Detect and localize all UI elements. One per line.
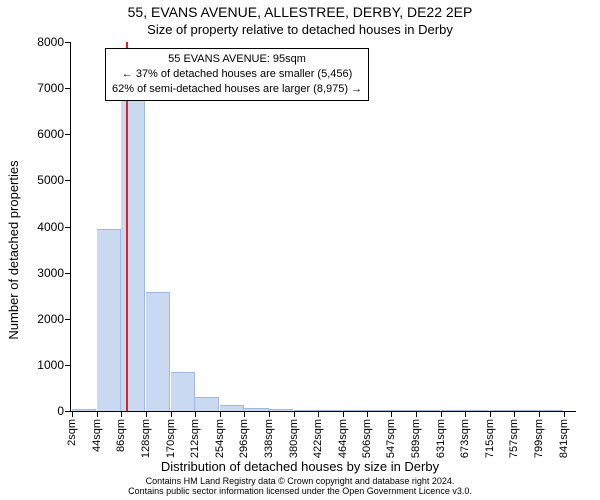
chart-root: 55, EVANS AVENUE, ALLESTREE, DERBY, DE22…	[0, 0, 600, 500]
x-tick	[220, 411, 221, 417]
x-tick	[121, 411, 122, 417]
y-tick	[65, 227, 71, 228]
y-tick	[65, 180, 71, 181]
y-tick-label: 3000	[0, 266, 64, 280]
histogram-bar	[490, 410, 514, 411]
x-tick-label: 422sqm	[312, 419, 324, 479]
y-tick-label: 2000	[0, 312, 64, 326]
histogram-bar	[146, 292, 170, 411]
y-tick	[65, 42, 71, 43]
histogram-bar	[220, 405, 244, 411]
y-tick	[65, 319, 71, 320]
annotation-box: 55 EVANS AVENUE: 95sqm ← 37% of detached …	[105, 48, 369, 101]
histogram-bar	[465, 410, 489, 411]
histogram-bar	[539, 410, 563, 411]
x-tick	[195, 411, 196, 417]
x-tick-label: 715sqm	[484, 419, 496, 479]
x-tick-label: 296sqm	[238, 419, 250, 479]
x-tick-label: 464sqm	[337, 419, 349, 479]
histogram-bar	[97, 229, 121, 411]
y-tick-label: 7000	[0, 81, 64, 95]
x-tick	[72, 411, 73, 417]
x-tick-label: 547sqm	[385, 419, 397, 479]
x-tick-label: 2sqm	[66, 419, 78, 479]
x-tick-label: 254sqm	[214, 419, 226, 479]
y-tick-label: 1000	[0, 358, 64, 372]
x-tick	[269, 411, 270, 417]
y-tick-label: 5000	[0, 173, 64, 187]
histogram-bar	[72, 409, 96, 411]
x-tick-label: 589sqm	[410, 419, 422, 479]
x-tick-label: 86sqm	[115, 419, 127, 479]
footnote-line2: Contains public sector information licen…	[128, 486, 472, 496]
x-tick	[465, 411, 466, 417]
histogram-bar	[441, 410, 465, 411]
x-tick-label: 757sqm	[508, 419, 520, 479]
x-tick	[146, 411, 147, 417]
x-tick-label: 44sqm	[91, 419, 103, 479]
x-tick	[391, 411, 392, 417]
x-tick-label: 380sqm	[288, 419, 300, 479]
x-tick-label: 799sqm	[533, 419, 545, 479]
histogram-bar	[269, 409, 293, 411]
histogram-bar	[391, 410, 415, 411]
footnote: Contains HM Land Registry data © Crown c…	[0, 476, 600, 496]
x-tick-label: 841sqm	[558, 419, 570, 479]
histogram-bar	[195, 397, 219, 411]
x-tick	[318, 411, 319, 417]
x-tick-label: 673sqm	[459, 419, 471, 479]
annotation-line3: 62% of semi-detached houses are larger (…	[112, 83, 362, 95]
histogram-bar	[318, 410, 342, 411]
x-tick-label: 128sqm	[140, 419, 152, 479]
histogram-bar	[244, 408, 268, 411]
histogram-bar	[514, 410, 538, 411]
y-tick-label: 6000	[0, 127, 64, 141]
annotation-line1: 55 EVANS AVENUE: 95sqm	[168, 53, 306, 65]
x-tick-label: 338sqm	[263, 419, 275, 479]
footnote-line1: Contains HM Land Registry data © Crown c…	[146, 476, 455, 486]
x-tick	[294, 411, 295, 417]
x-tick-label: 212sqm	[189, 419, 201, 479]
histogram-bar	[367, 410, 391, 411]
plot-area: 2sqm44sqm86sqm128sqm170sqm212sqm254sqm29…	[70, 42, 576, 412]
x-tick	[416, 411, 417, 417]
x-tick	[171, 411, 172, 417]
histogram-bar	[294, 410, 318, 411]
y-tick-label: 8000	[0, 35, 64, 49]
x-tick	[441, 411, 442, 417]
y-axis-label: Number of detached properties	[6, 40, 21, 460]
y-tick	[65, 134, 71, 135]
x-tick	[343, 411, 344, 417]
x-tick-label: 170sqm	[165, 419, 177, 479]
x-tick	[490, 411, 491, 417]
y-tick-label: 4000	[0, 220, 64, 234]
x-tick-label: 631sqm	[435, 419, 447, 479]
y-tick	[65, 365, 71, 366]
x-tick	[244, 411, 245, 417]
histogram-bar	[343, 410, 367, 411]
x-tick	[564, 411, 565, 417]
y-tick-label: 0	[0, 404, 64, 418]
title-sub: Size of property relative to detached ho…	[0, 22, 600, 37]
histogram-bar	[416, 410, 440, 411]
annotation-line2: ← 37% of detached houses are smaller (5,…	[122, 68, 353, 80]
y-tick	[65, 273, 71, 274]
x-tick-label: 506sqm	[361, 419, 373, 479]
histogram-bar	[171, 372, 195, 411]
title-main: 55, EVANS AVENUE, ALLESTREE, DERBY, DE22…	[0, 4, 600, 20]
x-tick	[367, 411, 368, 417]
x-tick	[539, 411, 540, 417]
y-tick	[65, 88, 71, 89]
y-tick	[65, 411, 71, 412]
x-tick	[514, 411, 515, 417]
x-tick	[97, 411, 98, 417]
